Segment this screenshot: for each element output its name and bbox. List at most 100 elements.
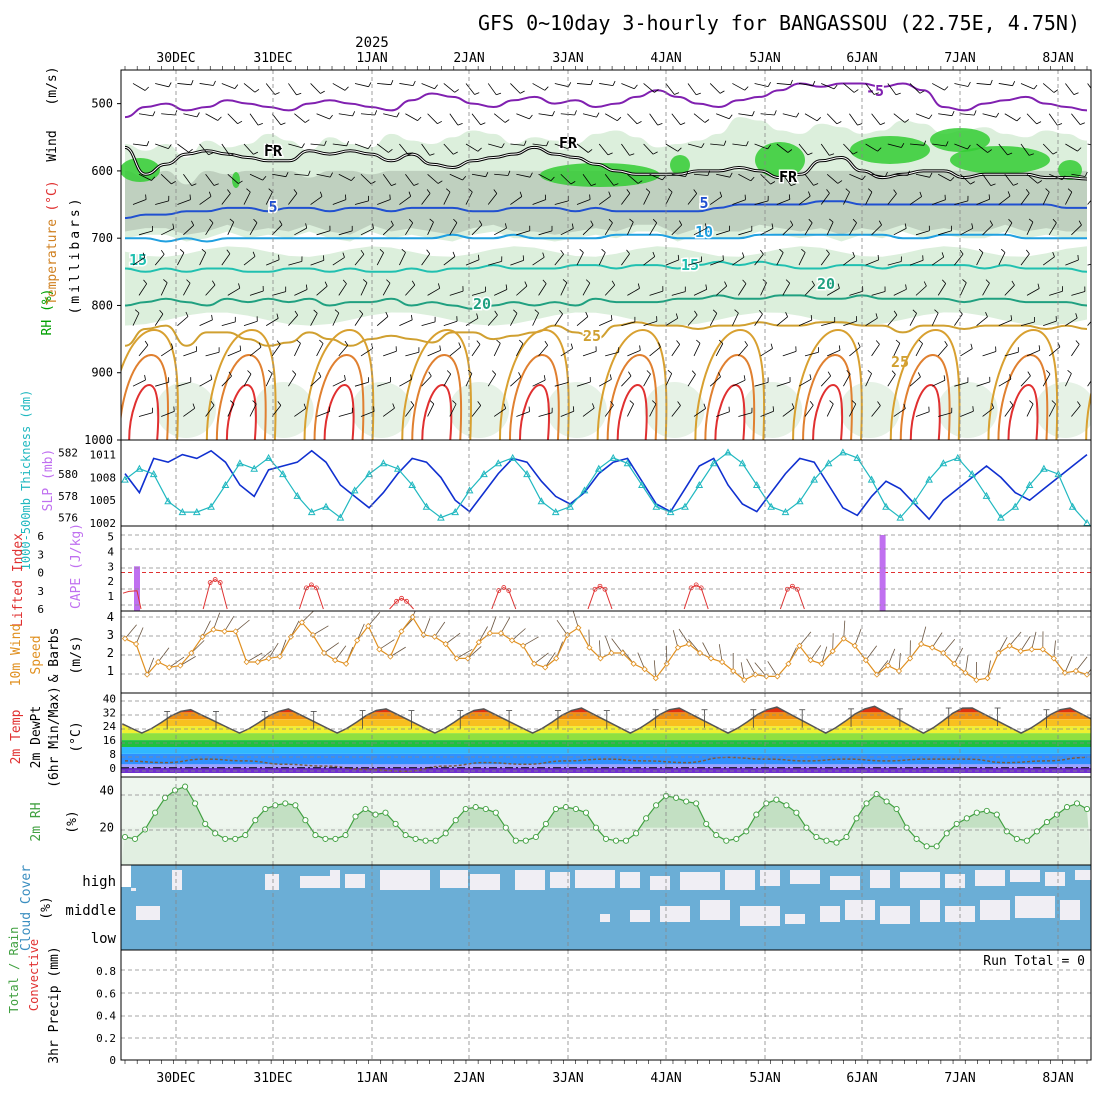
rh2m-marker [352, 813, 359, 820]
surface-wind-barb [489, 616, 497, 634]
wind-barb-flag [434, 84, 438, 89]
wind-barb [488, 261, 502, 266]
rh2m-marker [442, 830, 449, 837]
wind-speed-marker [508, 637, 516, 644]
rh2m-marker [152, 809, 159, 816]
wind-barb [754, 143, 768, 150]
wind-barb-flag [1077, 401, 1081, 406]
wind-speed-marker [652, 675, 659, 682]
ylabel-slp: SLP (mb) [41, 449, 56, 512]
li-marker [496, 588, 502, 593]
wind-ylabels: 10m Wind Speed & Barbs (m/s) [9, 624, 84, 687]
wind-barb [221, 253, 231, 266]
middle-cloud-gap [820, 906, 840, 922]
wind-barb-flag [211, 314, 213, 320]
wind-barb-flag [885, 171, 888, 177]
wind-barb-flag [571, 223, 574, 229]
wind-barb [826, 173, 839, 184]
ylabel-total-rain: Total / Rain [7, 927, 21, 1014]
wind-barb [554, 253, 564, 266]
isotherm-35-loop [714, 383, 746, 440]
wind-barb [754, 313, 763, 326]
thickness-marker [422, 502, 431, 510]
rh2m-marker [713, 832, 720, 839]
wind-barb-flag [252, 251, 256, 257]
wind-speed-marker [1017, 648, 1024, 655]
wind-barb-flag [494, 310, 498, 316]
wind-barb [494, 173, 509, 176]
top-date-8jan: 8JAN [1042, 51, 1073, 66]
wind-barb [205, 351, 220, 357]
wind-barb [804, 222, 813, 236]
thickness-marker [1068, 502, 1077, 510]
rh-high-blob [540, 163, 660, 187]
rh2m-marker [382, 809, 389, 816]
wind-barb-flag [352, 111, 356, 117]
wind-barb [909, 259, 924, 266]
rh2m-marker [212, 830, 219, 837]
rh2m-marker [141, 826, 149, 833]
wind-barb [554, 382, 569, 387]
temp-band [121, 764, 1091, 768]
wind-barb [288, 193, 298, 205]
wind-barb [360, 411, 375, 417]
cape-li-panel [121, 535, 1091, 611]
wind-speed-marker [774, 673, 781, 680]
wind-speed-marker [741, 676, 748, 684]
rh2m-marker [1043, 819, 1050, 826]
surface-wind-barb [556, 619, 568, 636]
wind-barb-flag [1080, 122, 1085, 125]
wind-speed-marker [254, 658, 261, 666]
wind-barb [909, 83, 921, 94]
wind-barb [998, 319, 1012, 327]
wind-barb-flag [970, 181, 975, 185]
li-tick-6: 6 [37, 603, 44, 616]
wind-barb-flag [591, 183, 597, 186]
wind-barb-flag [985, 279, 990, 284]
wind-barb-flag [426, 189, 431, 194]
thickness-marker [264, 453, 273, 461]
wind-barb-flag [785, 279, 790, 284]
wind-barb [399, 252, 406, 266]
wind-barb [804, 284, 815, 296]
top-date-labels: 30DEC 31DEC 1JAN 2JAN 3JAN 4JAN 5JAN 6JAN 7JAN 8J… [156, 51, 1073, 66]
wind-barb-flag [895, 339, 901, 344]
wind-barb-flag [142, 252, 146, 258]
wind-barb-flag [544, 340, 549, 346]
wind-barb [155, 83, 169, 88]
rh2m-marker [793, 809, 800, 816]
wind-barb-flag [496, 339, 501, 344]
temp-band [121, 695, 1091, 705]
isotherm-label-5: 5 [699, 194, 708, 212]
wind-barb-flag [159, 309, 164, 315]
rh2m-marker [182, 783, 189, 790]
li-start-segment [122, 590, 142, 610]
wind-barb-flag [408, 152, 413, 156]
wind-barb-flag [1094, 190, 1097, 194]
wind-barb-flag [589, 194, 591, 200]
wind-barb [221, 193, 231, 205]
wind-speed-marker [586, 644, 593, 651]
slp-thickness-panel [121, 448, 1091, 526]
wind-barb [605, 113, 618, 122]
wind-barb [465, 83, 475, 95]
isotherm-30-loop [1096, 355, 1100, 440]
wind-barb [405, 284, 416, 296]
rh2m-marker [552, 805, 559, 813]
middle-cloud-gap [136, 906, 160, 920]
wind-barb [199, 83, 214, 86]
ylabel-thickness: 1000-500mb Thickness (dm) [19, 390, 33, 571]
wind-barb [227, 113, 238, 124]
wind-speed-marker [785, 660, 792, 667]
bottom-date-5jan: 5JAN [749, 1071, 780, 1086]
wind-barb [1020, 143, 1030, 156]
wind-barb [316, 173, 331, 178]
wind-barb-flag [1033, 84, 1038, 90]
wind-speed-marker [719, 658, 726, 666]
rh2m-marker [1063, 804, 1071, 811]
wind-barb [1048, 346, 1061, 357]
wind-speed-marker [177, 662, 184, 669]
high-cloud-gap [620, 872, 640, 888]
isotherm-30-loop [606, 353, 658, 440]
